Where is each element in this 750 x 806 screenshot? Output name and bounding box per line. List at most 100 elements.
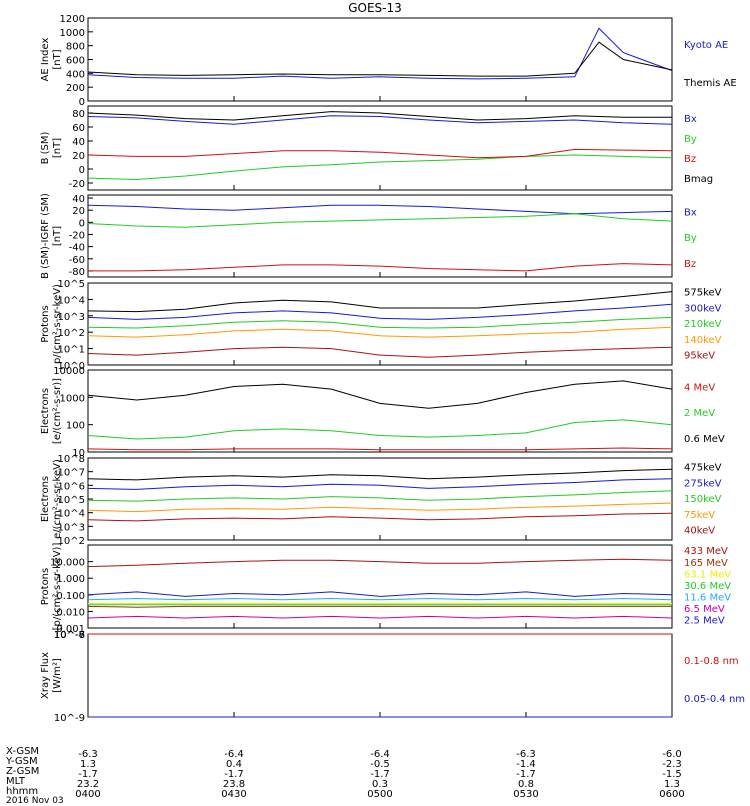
series-bigrf-0 [87,204,673,215]
legend-electrons_kev-0: 475keV [684,463,722,474]
footer-date: 2016 Nov 03 [6,796,64,806]
series-protons_high-6 [87,591,673,597]
ytick-label-electrons_kev-2: 10^4 [58,509,85,520]
legend-protons_high-4: 11.6 MeV [684,592,731,603]
ytick-label-protons_low-4: 10^4 [58,295,85,306]
ytick-label-bigrf-3: -20 [69,230,85,241]
ylabel-xray: Xray Flux [40,652,51,699]
footer-val-y-gsm-2: -0.5 [370,759,390,770]
ytick-label-bsm-2: 20 [72,151,85,162]
footer-val-hhmm-1: 0430 [221,789,246,800]
ytick-label-bigrf-2: -40 [69,243,85,254]
legend-protons_low-1: 300keV [684,303,722,314]
panel-frame-bsm [87,105,673,191]
panel-frame-protons_high [87,544,673,629]
series-protons_low-2 [87,316,673,329]
ytick-label-protons_low-5: 10^5 [58,279,85,290]
panel-frame-electrons_mev [87,369,673,453]
footer-val-x-gsm-2: -6.4 [370,749,390,760]
yunit-ae: [nT] [52,49,63,69]
series-bigrf-2 [88,263,673,272]
ytick-label-protons_high-1: 0.010 [56,607,85,618]
ytick-label-bigrf-0: -80 [69,267,85,278]
legend-protons_high-0: 433 MeV [684,546,728,557]
legend-xray-1: 0.05-0.4 nm [684,694,745,705]
series-bsm-3 [87,111,672,121]
footer-val-mlt-1: 23.8 [223,779,245,790]
legend-protons_high-1: 165 MeV [684,558,728,569]
footer-val-hhmm-4: 0600 [659,789,684,800]
ytick-label-bigrf-4: 0 [79,218,85,229]
legend-protons_low-2: 210keV [684,319,722,330]
legend-bsm-3: Bmag [684,174,713,185]
footer-val-y-gsm-0: 1.3 [80,759,96,770]
footer-val-x-gsm-1: -6.4 [224,749,244,760]
ytick-label-electrons_mev-1: 100 [66,421,85,432]
series-protons_high-4 [87,597,673,601]
legend-bigrf-2: Bz [684,259,696,270]
ytick-label-electrons_kev-1: 10^3 [58,522,85,533]
series-bsm-1 [87,154,673,181]
ytick-label-electrons_mev-0: 10 [72,448,85,459]
legend-protons_low-3: 140keV [684,335,722,346]
ylabel-electrons_mev: Electrons [40,388,51,434]
ytick-label-ae-2: 400 [66,69,85,80]
ylabel-bigrf: B (SM)-IGRF (SM) [40,193,51,279]
yunit-xray: [W/m²] [52,658,63,693]
footer-mlt-label: MLT [6,776,25,787]
footer-val-y-gsm-1: 0.4 [226,759,242,770]
ytick-label-xray-3: 10^-6 [54,630,85,641]
ytick-label-bsm-4: 60 [72,123,85,134]
ytick-label-bigrf-1: -60 [69,255,85,266]
ytick-label-protons_low-2: 10^2 [58,328,85,339]
ytick-label-ae-1: 200 [66,83,85,94]
legend-ae-0: Kyoto AE [684,40,728,51]
legend-electrons_kev-2: 150keV [684,494,722,505]
footer-val-y-gsm-4: -2.3 [662,759,682,770]
ytick-label-protons_low-0: 10^0 [58,361,85,372]
footer-val-z-gsm-1: -1.7 [224,769,244,780]
ytick-label-protons_low-1: 10^1 [58,345,85,356]
legend-electrons_mev-1: 2 MeV [684,408,715,419]
series-bsm-2 [87,148,673,159]
yunit-electrons_mev: [e/(cm²-s-sr)] [52,378,63,444]
footer-val-hhmm-0: 0400 [75,789,100,800]
legend-protons_high-6: 2.5 MeV [684,615,725,626]
ytick-label-xray-0: 10^-9 [54,713,85,724]
footer-val-z-gsm-3: -1.7 [516,769,536,780]
ytick-label-electrons_kev-0: 10^2 [58,536,85,547]
panel-frame-ae [87,17,673,102]
legend-bigrf-0: Bx [684,208,697,219]
legend-electrons_kev-3: 75keV [684,510,715,521]
ytick-label-ae-6: 1200 [60,14,85,25]
legend-electrons_mev-0: 4 MeV [684,383,715,394]
series-electrons_kev-4 [87,512,673,522]
ytick-label-ae-0: 0 [79,97,85,108]
chart-title: GOES-13 [348,1,402,15]
footer-val-mlt-4: 1.3 [664,779,680,790]
series-ae-1 [87,41,673,77]
legend-electrons_mev-2: 0.6 MeV [684,434,725,445]
ytick-label-ae-4: 800 [66,42,85,53]
legend-protons_high-2: 63.1 MeV [684,569,731,580]
ytick-label-bigrf-6: 40 [72,194,85,205]
series-electrons_mev-2 [87,380,673,409]
footer-val-z-gsm-0: -1.7 [78,769,98,780]
ytick-label-electrons_kev-5: 10^7 [58,468,85,479]
ytick-label-bigrf-5: 20 [72,206,85,217]
ytick-label-ae-5: 1000 [60,28,85,39]
legend-electrons_kev-1: 275keV [684,478,722,489]
ytick-label-xray-1: 10^-8 [54,630,85,641]
footer-val-hhmm-2: 0500 [367,789,392,800]
legend-ae-1: Themis AE [683,78,737,89]
ytick-label-protons_low-3: 10^3 [58,312,85,323]
legend-protons_high-3: 30.6 MeV [684,581,731,592]
footer-val-z-gsm-4: -1.5 [662,769,682,780]
series-electrons_kev-2 [87,490,673,502]
ytick-label-bsm-5: 80 [72,109,85,120]
ytick-label-protons_high-3: 1.000 [56,574,85,585]
series-bigrf-1 [87,213,673,228]
series-protons_low-3 [87,326,673,338]
series-bsm-0 [87,115,673,125]
